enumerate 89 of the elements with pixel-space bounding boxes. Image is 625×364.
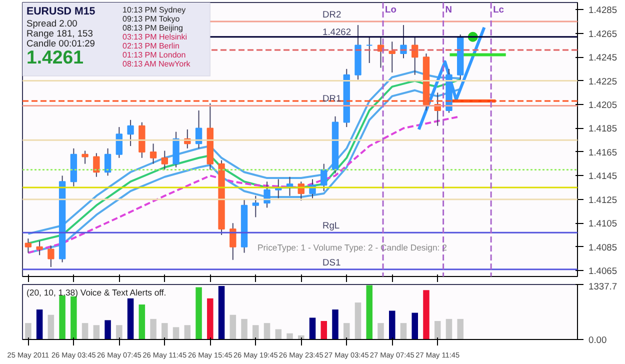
bar: [309, 318, 316, 340]
bar: [344, 323, 350, 340]
annotation: 08:13 AM NewYork: [122, 60, 192, 68]
y-tick-label: 1337.7: [588, 282, 618, 292]
bar: [366, 285, 373, 340]
bar: [275, 329, 282, 340]
candlestick: [320, 163, 328, 192]
annotation: Range 181, 153: [26, 28, 93, 38]
y-tick-label: 1.4225: [588, 76, 618, 86]
bar: [241, 318, 248, 340]
bar: [196, 287, 202, 340]
candlestick: [150, 143, 157, 164]
chart-title: EURUSD M15: [26, 6, 96, 18]
y-tick-label: 1.4265: [588, 28, 618, 39]
bar: [150, 318, 156, 340]
candlestick: [93, 152, 100, 178]
annotation: 09:13 PM Tokyo: [122, 14, 180, 24]
candlestick: [366, 36, 373, 64]
bar: [320, 321, 328, 340]
y-tick-label: 1.4205: [588, 100, 618, 110]
candlestick: [24, 238, 32, 254]
candlestick: [116, 126, 123, 158]
annotation: Candle 00:01:29: [26, 38, 95, 48]
ref-line-label: 1.4262: [322, 26, 352, 37]
ref-line-label: DS1: [322, 257, 341, 268]
candlestick: [230, 222, 236, 260]
y-tick-label: 1.4145: [588, 171, 618, 182]
bar: [230, 314, 236, 340]
y-tick-label: 1.4185: [588, 124, 618, 134]
bar: [354, 302, 362, 340]
y-tick-label: 1.4105: [588, 218, 618, 229]
bar: [48, 314, 54, 340]
bar: [457, 318, 464, 340]
bar: [104, 320, 111, 340]
bar: [25, 323, 32, 340]
bar: [252, 325, 259, 340]
bar: [446, 318, 452, 340]
bar: [162, 323, 168, 340]
bar: [218, 286, 225, 340]
y-tick-label: 1.4065: [588, 266, 618, 276]
y-tick-label: 0.00: [588, 335, 607, 345]
candlestick: [412, 36, 418, 76]
candlestick: [104, 148, 112, 176]
ref-line-label: RgL: [322, 220, 340, 231]
annotation: (20, 10, 1.38) Voice & Text Alerts off.: [26, 288, 166, 298]
candlestick: [82, 150, 88, 164]
bar: [82, 323, 88, 340]
bar: [434, 321, 441, 340]
candlestick: [48, 245, 54, 268]
ref-line-label: DR2: [322, 9, 342, 20]
annotation: 08:13 PM Beijing: [122, 24, 183, 32]
bar: [172, 327, 180, 340]
annotation: 01:13 PM London: [122, 50, 186, 60]
y-tick-label: 1.4285: [588, 5, 618, 16]
bar: [378, 323, 384, 340]
y-tick-label: 1.4165: [588, 147, 618, 158]
bar: [36, 309, 43, 340]
annotation: Spread 2.00: [26, 18, 78, 28]
bar: [423, 290, 430, 340]
y-tick-label: 1.4085: [588, 242, 618, 252]
bar: [127, 298, 134, 340]
bar: [207, 298, 214, 340]
candlestick: [252, 195, 259, 218]
annotation: 03:13 PM Helsinki: [122, 32, 188, 42]
y-tick-label: 1.4245: [588, 52, 618, 63]
annotation: 1.4261: [26, 46, 84, 68]
bar: [332, 309, 338, 340]
bar: [93, 325, 100, 340]
bar: [286, 333, 293, 340]
bar: [412, 312, 418, 340]
annotation: 02:13 PM Berlin: [122, 42, 180, 50]
ref-line-label: Lo: [385, 4, 397, 14]
candlestick: [127, 119, 134, 147]
candlestick: [36, 240, 43, 256]
bar: [184, 325, 191, 340]
ref-line-label: Lc: [493, 4, 504, 14]
bar: [388, 310, 396, 340]
candlestick: [161, 150, 168, 170]
bar: [59, 296, 66, 340]
candlestick: [388, 41, 396, 73]
annotation: 10:13 PM Sydney: [122, 6, 186, 14]
bar: [138, 304, 146, 340]
candlestick: [264, 181, 270, 208]
y-tick-label: 1.4125: [588, 194, 618, 205]
bar: [116, 325, 122, 340]
bar: [264, 323, 270, 340]
bar: [400, 323, 407, 340]
ref-line-label: N: [445, 4, 452, 14]
bar: [70, 296, 77, 340]
